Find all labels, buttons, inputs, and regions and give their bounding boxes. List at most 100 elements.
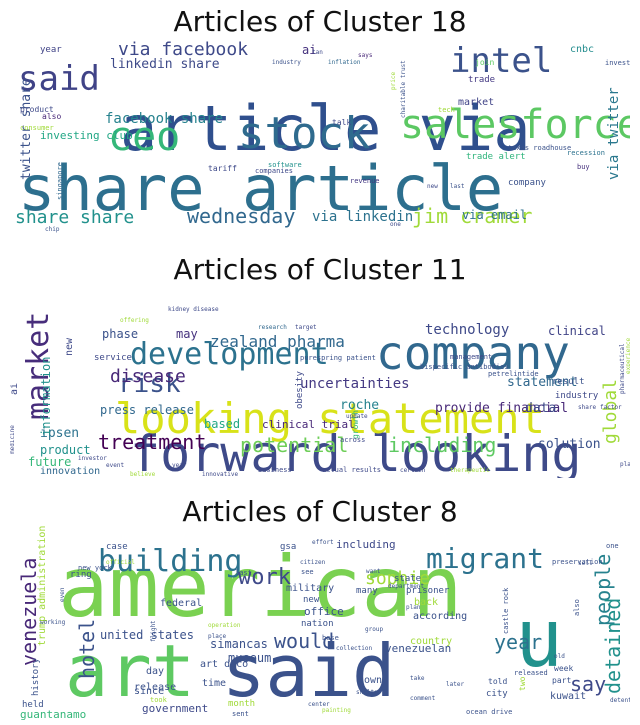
cloud-word: across [340, 436, 365, 444]
cloud-word: case [106, 542, 128, 552]
cloud-word: part [552, 676, 571, 685]
cloud-word: says [358, 52, 373, 59]
cloud-word: statement [507, 375, 577, 390]
panel-title: Articles of Cluster 11 [173, 253, 467, 286]
wordcloud: forward looking looking statement company d… [10, 284, 630, 478]
cloud-word: certain [400, 467, 426, 474]
cloud-word: growth [351, 410, 360, 439]
cloud-word: article via [120, 92, 531, 165]
cloud-word: office [304, 605, 344, 618]
cloud-word: art deco [200, 659, 248, 670]
cloud-word: detained [601, 598, 625, 694]
cloud-word: tariff [208, 164, 237, 173]
cloud-word: ring [70, 570, 92, 580]
cloud-word: clinical [548, 324, 606, 338]
cloud-word: ai [302, 43, 316, 57]
cloud-word: venezuelan [385, 642, 451, 655]
cloud-word: building [98, 544, 243, 579]
cloud-word: may [176, 327, 198, 341]
cloud-word: market [21, 312, 56, 420]
cloud-word: experience [625, 337, 630, 374]
cloud-word: texas roadhouse [508, 144, 571, 152]
cloud-word: gsa [280, 542, 296, 552]
cloud-word: press release [100, 403, 194, 417]
cloud-word: data [525, 401, 556, 416]
cloud-word: tech [438, 106, 455, 114]
cloud-word: service [94, 353, 132, 363]
cloud-word: cnbc [570, 44, 594, 55]
cloud-word: see [301, 568, 314, 576]
cloud-word: city [486, 689, 508, 699]
cloud-word: back [414, 597, 438, 608]
cloud-word: trump administration [37, 526, 48, 646]
cloud-word: place [208, 633, 226, 640]
cloud-word: comment [410, 695, 436, 702]
cloud-word: jim cramer [412, 204, 532, 228]
cloud-word: hotel [75, 619, 99, 679]
cloud-word: wednesday [187, 204, 295, 228]
cloud-word: including [388, 433, 496, 457]
cloud-word: town [358, 675, 382, 686]
cloud-word: petrelintide [488, 370, 539, 378]
wordcloud: share article article via stock salesforce c… [10, 40, 630, 235]
cloud-word: salesforce [400, 102, 630, 148]
cloud-word: via facebook [118, 40, 248, 60]
panel-title: Articles of Cluster 18 [173, 5, 467, 38]
cloud-word: venezuela [17, 558, 41, 666]
cloud-word: one [390, 221, 401, 228]
cloud-word: solution [538, 437, 601, 452]
cloud-word: official [106, 559, 135, 566]
cloud-word: investment [605, 59, 630, 67]
cloud-word: ceo [108, 114, 180, 160]
cloud-word: kuwait [550, 691, 586, 702]
cloud-word: would [274, 629, 334, 653]
cloud-word: recession [567, 149, 605, 157]
cloud-word: industry [272, 59, 301, 66]
cloud-word: intel [450, 41, 552, 81]
cloud-word: offering [120, 317, 149, 324]
cloud-word: charitable trust [400, 60, 407, 118]
cloud-word: said [222, 629, 395, 713]
cloud-word: state [394, 574, 421, 584]
cloud-word: week [554, 664, 573, 673]
cloud-word: development [130, 337, 329, 372]
cloud-word: also [42, 112, 61, 121]
cloud-word: collection [336, 645, 373, 652]
cloud-word: sell [578, 560, 593, 567]
cloud-word: software [268, 161, 302, 169]
cloud-word: guantanamo [20, 708, 86, 721]
cloud-word: later [446, 681, 464, 688]
cloud-word: new york [78, 564, 113, 572]
cloud-word: company [376, 326, 570, 380]
cloud-word: based [204, 417, 240, 431]
cloud-word: treatment [98, 430, 206, 454]
cloud-word: military [286, 583, 334, 594]
cloud-word: museum [228, 651, 271, 665]
cloud-word: said [18, 59, 100, 99]
cloud-word: ipsen [40, 426, 79, 441]
cloud-word: research [258, 324, 287, 331]
cloud-word: release [134, 682, 176, 693]
cloud-word: join [475, 58, 494, 67]
cloud-word: since [134, 686, 164, 697]
cloud-word: new [427, 183, 438, 190]
cloud-word: chip [45, 226, 60, 233]
cloud-word: day [146, 666, 164, 677]
cloud-word: month [228, 699, 255, 709]
cloud-word: via twitter [606, 87, 622, 180]
cloud-word: global [600, 379, 621, 444]
cloud-word: prisoner [406, 586, 450, 596]
cloud-word: sent [232, 710, 249, 718]
cloud-word: uncertainties [300, 376, 410, 392]
cloud-word: even [59, 587, 66, 602]
cloud-word: buy [577, 163, 590, 171]
cloud-word: actual results [322, 466, 381, 474]
cloud-word: work [238, 565, 291, 590]
cloud-word: management [450, 353, 492, 361]
cloud-word: new [303, 595, 320, 605]
cloud-word: american [58, 538, 463, 636]
cloud-word: citizen [300, 559, 326, 566]
cloud-word: held [22, 700, 44, 710]
cloud-word: painting [322, 707, 351, 714]
cloud-word: target [295, 324, 317, 331]
